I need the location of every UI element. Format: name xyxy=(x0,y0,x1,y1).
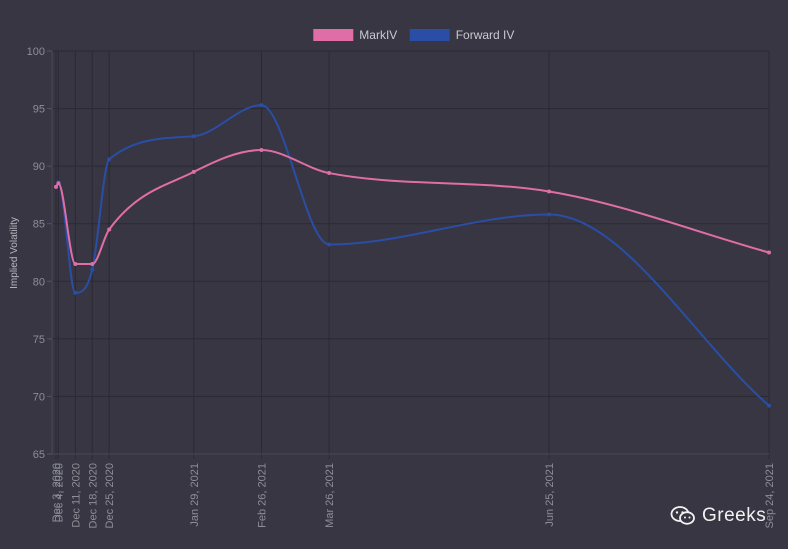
legend-swatch-markiv[interactable] xyxy=(313,29,354,41)
data-point-forward-iv[interactable] xyxy=(73,290,78,295)
grid xyxy=(47,50,770,459)
data-point-markiv[interactable] xyxy=(767,250,771,255)
data-point-markiv[interactable] xyxy=(191,169,196,174)
y-tick-label: 80 xyxy=(33,276,45,288)
data-point-forward-iv[interactable] xyxy=(327,242,332,247)
data-point-markiv[interactable] xyxy=(56,181,61,186)
x-tick-label: Jan 29, 2021 xyxy=(189,463,201,527)
data-point-markiv[interactable] xyxy=(327,171,332,176)
y-tick-label: 70 xyxy=(33,391,45,403)
y-tick-label: 75 xyxy=(33,334,45,346)
y-tick-label: 100 xyxy=(27,46,45,58)
data-point-markiv[interactable] xyxy=(259,148,264,153)
legend[interactable]: MarkIV Forward IV xyxy=(313,28,514,42)
watermark-text: Greeks xyxy=(702,505,767,526)
data-point-forward-iv[interactable] xyxy=(767,403,771,408)
y-axis-ticks: 65 70 75 80 85 90 95 100 xyxy=(27,46,45,461)
y-axis-title: Implied Volatility xyxy=(9,217,20,289)
data-point-markiv[interactable] xyxy=(73,262,78,267)
y-tick-label: 90 xyxy=(33,161,45,173)
data-point-markiv[interactable] xyxy=(107,227,112,232)
legend-swatch-forward-iv[interactable] xyxy=(409,29,450,41)
wechat-icon xyxy=(670,506,695,525)
data-point-forward-iv[interactable] xyxy=(191,134,196,139)
series-lines xyxy=(54,103,771,408)
y-tick-label: 95 xyxy=(33,104,45,116)
x-tick-label: Sep 24, 2021 xyxy=(764,463,776,528)
y-tick-label: 65 xyxy=(33,449,45,461)
data-point-markiv[interactable] xyxy=(90,262,95,267)
legend-label-forward-iv[interactable]: Forward IV xyxy=(456,28,515,42)
x-tick-label: Dec 4, 2020 xyxy=(53,463,65,522)
data-point-forward-iv[interactable] xyxy=(259,103,264,108)
legend-label-markiv[interactable]: MarkIV xyxy=(359,28,397,42)
data-point-markiv[interactable] xyxy=(54,184,58,189)
watermark: Greeks xyxy=(670,504,766,528)
x-tick-label: Dec 3, 2020 xyxy=(51,463,63,522)
series-line-markiv xyxy=(55,149,770,266)
x-tick-label: Mar 26, 2021 xyxy=(324,463,336,528)
x-tick-label: Jun 25, 2021 xyxy=(544,463,556,527)
x-tick-label: Dec 18, 2020 xyxy=(87,463,99,528)
series-line-forward-iv xyxy=(55,104,770,407)
data-point-forward-iv[interactable] xyxy=(90,267,95,272)
data-point-forward-iv[interactable] xyxy=(107,157,112,162)
data-point-markiv[interactable] xyxy=(547,189,552,194)
x-tick-label: Feb 26, 2021 xyxy=(256,463,268,528)
x-tick-label: Dec 11, 2020 xyxy=(70,463,82,528)
x-tick-label: Dec 25, 2020 xyxy=(104,463,116,528)
y-tick-label: 85 xyxy=(33,219,45,231)
data-point-forward-iv[interactable] xyxy=(547,212,552,217)
